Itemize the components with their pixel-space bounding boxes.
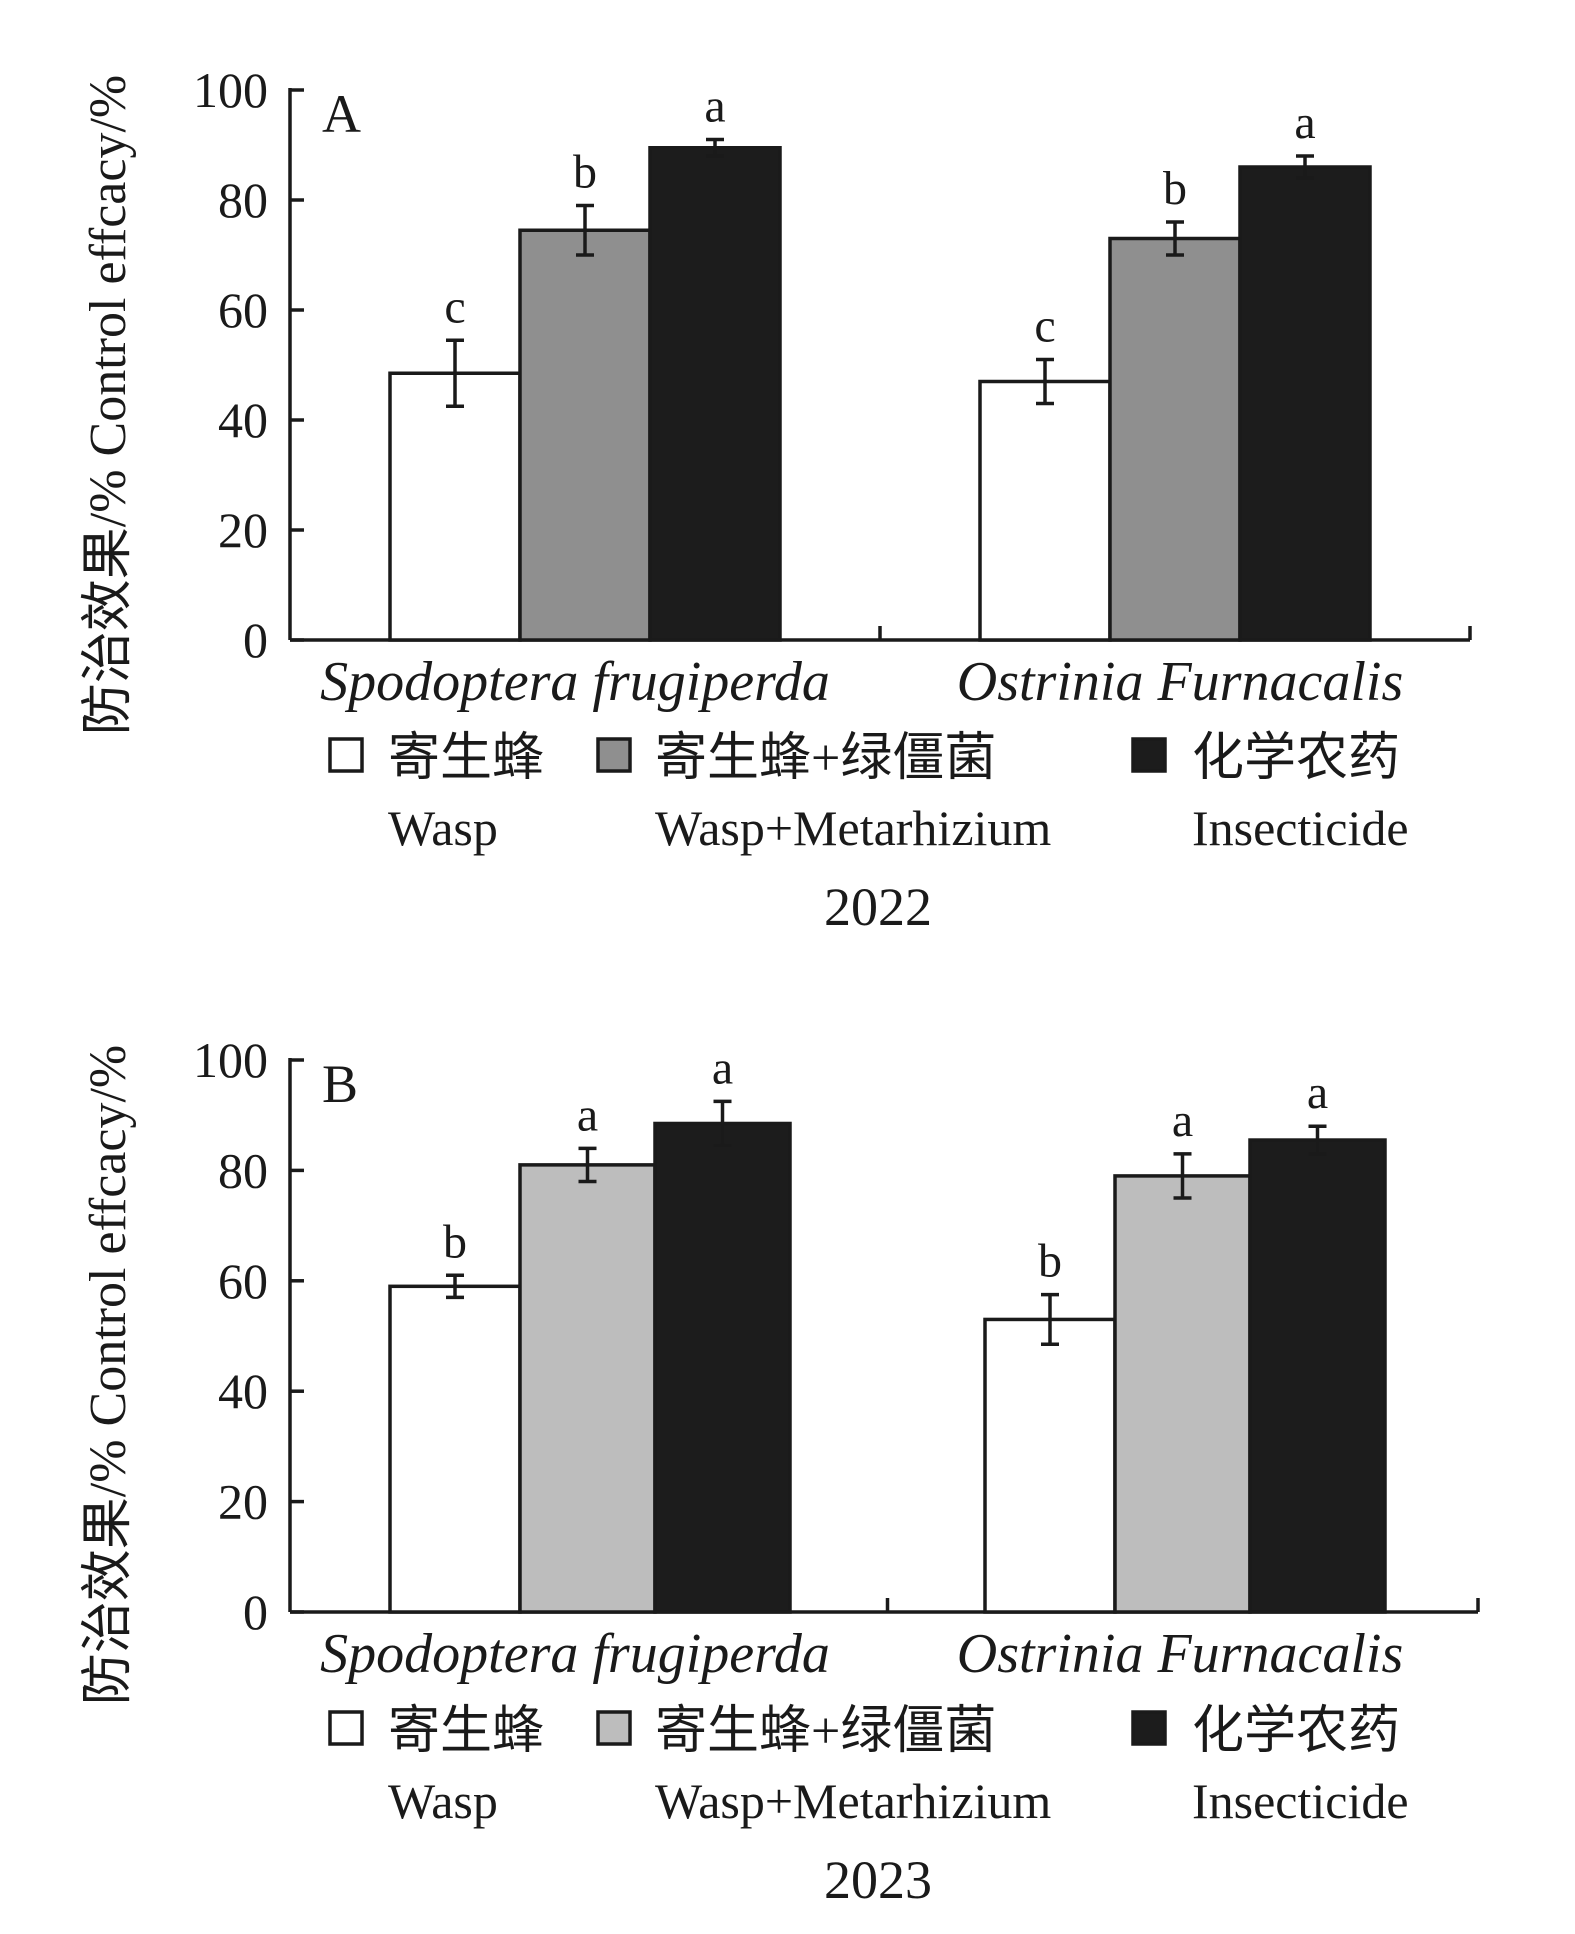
- significance-letter: c: [444, 280, 465, 333]
- y-tick-label: 100: [193, 62, 268, 118]
- category-label: Ostrinia Furnacalis: [957, 651, 1403, 713]
- y-tick-label: 80: [218, 172, 268, 228]
- y-tick-label: 40: [218, 1363, 268, 1419]
- bar: [1108, 236, 1242, 642]
- significance-letter: a: [704, 80, 725, 133]
- bar: [518, 228, 652, 642]
- legend-swatch: [1131, 1710, 1167, 1746]
- bar: [653, 1121, 792, 1614]
- significance-letter: a: [1294, 96, 1315, 149]
- bar: [388, 371, 522, 642]
- category-label: Ostrinia Furnacalis: [957, 1623, 1403, 1685]
- significance-letter: a: [712, 1041, 733, 1094]
- panel-label: B: [322, 1054, 358, 1114]
- y-tick-label: 100: [193, 1032, 268, 1088]
- legend-label-cn: 寄生蜂: [388, 730, 544, 787]
- legend-label-en: Wasp+Metarhizium: [655, 800, 1051, 856]
- category-label: Spodoptera frugiperda: [320, 651, 830, 713]
- legend-swatch: [328, 1710, 364, 1746]
- legend-label-en: Wasp+Metarhizium: [655, 1773, 1051, 1829]
- y-tick-label: 80: [218, 1142, 268, 1198]
- panel-label: A: [322, 84, 361, 144]
- y-tick-label: 20: [218, 502, 268, 558]
- y-tick-label: 40: [218, 392, 268, 448]
- bar: [1238, 165, 1372, 642]
- bar: [1248, 1138, 1387, 1614]
- legend-label-cn: 寄生蜂+绿僵菌: [655, 730, 996, 787]
- y-tick-label: 20: [218, 1474, 268, 1530]
- significance-letter: c: [1034, 300, 1055, 353]
- bar: [983, 1317, 1117, 1614]
- category-label: Spodoptera frugiperda: [320, 1623, 830, 1685]
- significance-letter: a: [577, 1088, 598, 1141]
- panel-caption: 2023: [824, 1850, 932, 1910]
- legend-swatch: [328, 737, 364, 773]
- legend-swatch: [1131, 737, 1167, 773]
- y-tick-label: 60: [218, 1253, 268, 1309]
- bar: [388, 1284, 522, 1614]
- y-axis-label: 防治效果/% Control effcacy/%: [80, 75, 137, 735]
- chart-panel-1: 0 20 40 60 80 100 A 防治效果/% Control effcacy/% c b a…: [80, 62, 1472, 937]
- legend-label-cn: 寄生蜂: [388, 1703, 544, 1760]
- bar: [518, 1163, 657, 1614]
- significance-letter: a: [1307, 1066, 1328, 1119]
- significance-letter: a: [1172, 1094, 1193, 1147]
- legend-label-en: Wasp: [388, 800, 498, 856]
- legend-label-en: Insecticide: [1192, 800, 1409, 856]
- significance-letter: b: [573, 146, 597, 199]
- legend-label-cn: 化学农药: [1192, 730, 1400, 787]
- bar: [1113, 1174, 1252, 1614]
- y-axis-label: 防治效果/% Control effcacy/%: [80, 1045, 137, 1705]
- bar: [978, 379, 1112, 642]
- legend-label-cn: 寄生蜂+绿僵菌: [655, 1703, 996, 1760]
- bar: [648, 146, 782, 642]
- legend-swatch: [596, 1710, 632, 1746]
- panel-caption: 2022: [824, 877, 932, 937]
- chart-panel-2: 0 20 40 60 80 100 B 防治效果/% Control effcacy/% b a a…: [80, 1032, 1480, 1910]
- legend-label-en: Wasp: [388, 1773, 498, 1829]
- significance-letter: b: [443, 1215, 467, 1268]
- legend-label-cn: 化学农药: [1192, 1703, 1400, 1760]
- significance-letter: b: [1038, 1235, 1062, 1288]
- y-tick-label: 0: [243, 612, 268, 668]
- significance-letter: b: [1163, 162, 1187, 215]
- legend-swatch: [596, 737, 632, 773]
- legend-label-en: Insecticide: [1192, 1773, 1409, 1829]
- y-tick-label: 60: [218, 282, 268, 338]
- y-tick-label: 0: [243, 1584, 268, 1640]
